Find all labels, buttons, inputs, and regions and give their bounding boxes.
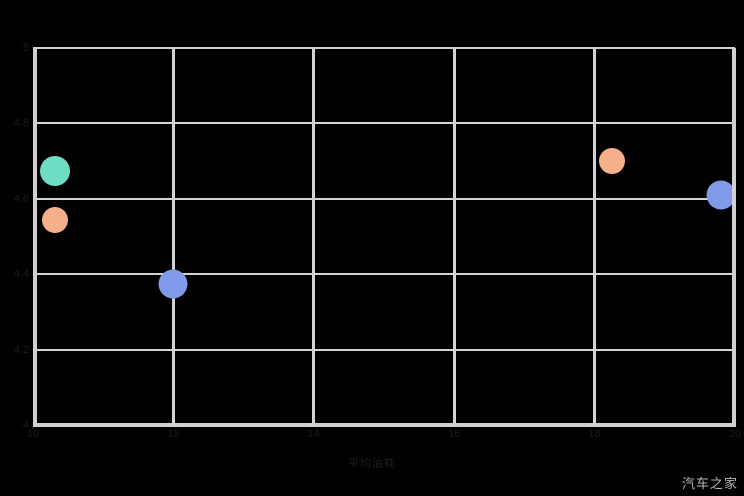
data-point-bubble[interactable] <box>41 206 68 233</box>
watermark-autohome: 汽车之家 <box>681 477 738 492</box>
gridline-vertical <box>171 48 175 425</box>
x-axis-spine <box>33 423 736 427</box>
gridline-horizontal <box>33 273 735 276</box>
gridline-horizontal <box>33 348 735 351</box>
gridline-horizontal <box>33 197 735 200</box>
x-axis-title: 平均油耗 <box>348 458 396 470</box>
y-tick-label: 4.2 <box>13 343 29 356</box>
y-axis-spine <box>33 48 37 427</box>
x-tick-label: 20 <box>728 428 742 440</box>
y-tick-label: 4 <box>22 419 29 431</box>
x-tick-label: 14 <box>307 428 320 440</box>
gridline-vertical <box>312 48 316 425</box>
y-tick-label: 4.4 <box>13 268 29 281</box>
data-point-bubble[interactable] <box>706 180 736 210</box>
data-point-bubble[interactable] <box>39 155 70 186</box>
x-tick-label: 18 <box>588 428 601 440</box>
y-axis-tick-labels: 4 4.2 4.4 4.6 4.8 5 <box>0 0 29 496</box>
plot-area <box>33 47 736 426</box>
y-tick-label: 4.8 <box>13 117 29 130</box>
data-point-bubble[interactable] <box>599 148 626 175</box>
x-tick-label: 10 <box>26 428 40 440</box>
right-axis-spine <box>732 48 736 427</box>
gridline-vertical <box>593 48 597 425</box>
x-tick-label: 16 <box>448 428 461 440</box>
x-tick-label: 12 <box>167 428 180 440</box>
gridline-horizontal <box>33 122 735 125</box>
gridline-vertical <box>452 48 456 425</box>
y-tick-label: 5 <box>22 42 29 54</box>
y-tick-label: 4.6 <box>13 192 29 205</box>
gridline-horizontal <box>33 47 735 49</box>
data-point-bubble[interactable] <box>158 269 188 299</box>
